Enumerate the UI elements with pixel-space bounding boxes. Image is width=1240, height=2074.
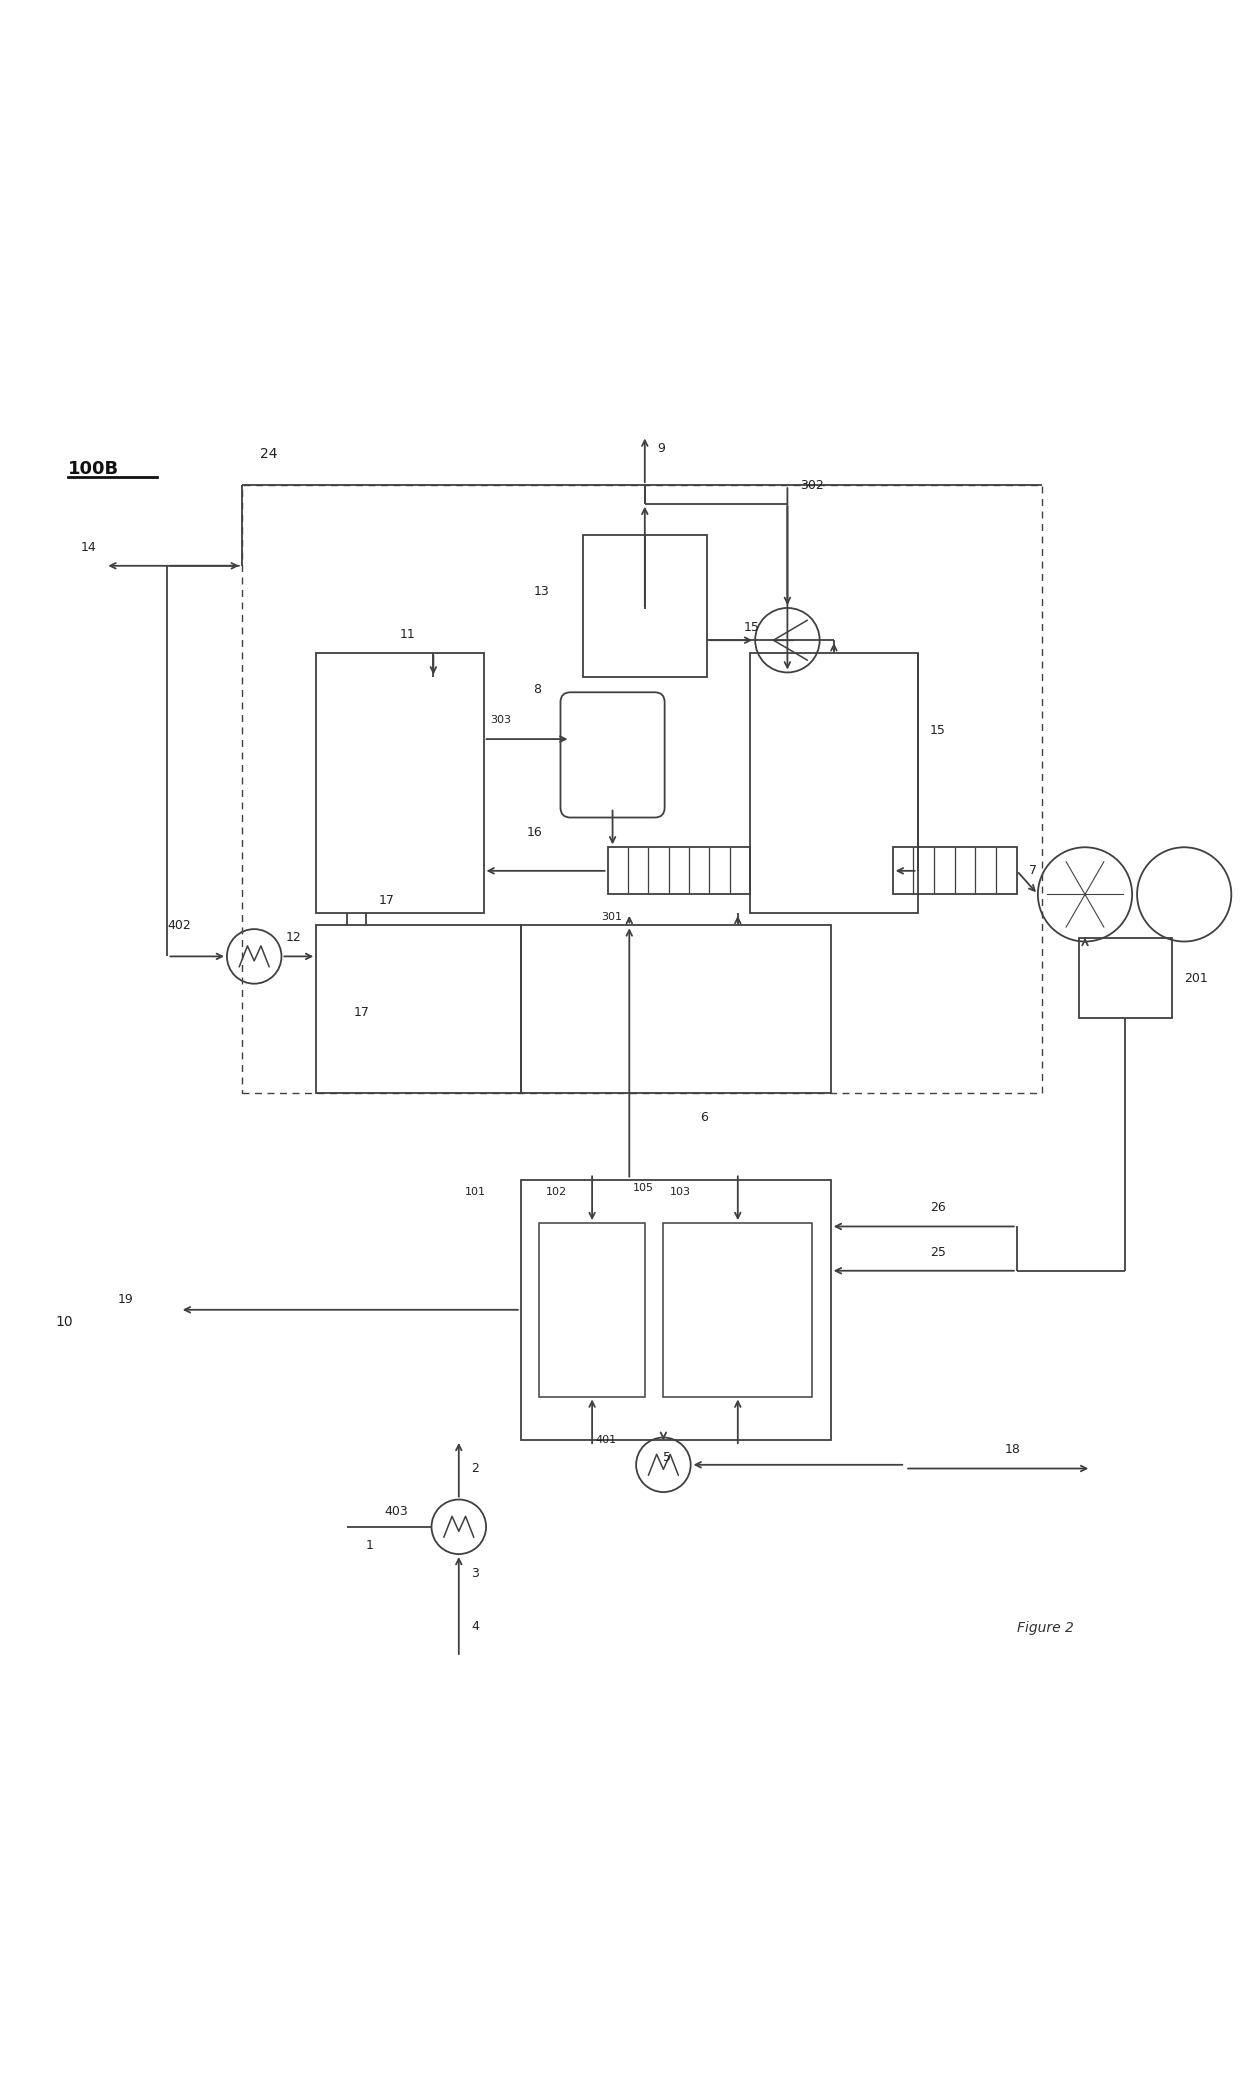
Bar — [608, 848, 750, 894]
Bar — [663, 1224, 812, 1396]
Text: 16: 16 — [527, 825, 543, 838]
Bar — [1079, 937, 1172, 1018]
Text: Figure 2: Figure 2 — [1017, 1620, 1074, 1634]
Bar — [521, 925, 831, 1093]
Text: 24: 24 — [260, 448, 278, 460]
Text: 14: 14 — [81, 541, 97, 554]
Text: 25: 25 — [930, 1246, 946, 1259]
Text: 100B: 100B — [68, 460, 119, 479]
Text: 101: 101 — [465, 1186, 486, 1197]
Text: 26: 26 — [930, 1201, 946, 1215]
Text: 17: 17 — [379, 894, 394, 906]
Text: 6: 6 — [701, 1112, 708, 1124]
Text: 17: 17 — [353, 1006, 370, 1018]
Bar — [539, 1224, 645, 1396]
Text: 103: 103 — [670, 1186, 691, 1197]
Text: 5: 5 — [663, 1452, 671, 1464]
Text: 7: 7 — [1029, 865, 1037, 877]
Text: 401: 401 — [595, 1435, 616, 1446]
Text: 1: 1 — [366, 1539, 373, 1551]
Text: 105: 105 — [632, 1184, 653, 1193]
Bar — [893, 848, 1017, 894]
Text: 8: 8 — [533, 682, 541, 697]
Text: 13: 13 — [533, 585, 549, 597]
Text: 12: 12 — [285, 931, 301, 944]
Text: 201: 201 — [1184, 971, 1208, 985]
Text: 102: 102 — [546, 1186, 567, 1197]
Text: 302: 302 — [800, 479, 823, 492]
Bar — [583, 535, 707, 678]
Text: 11: 11 — [399, 628, 415, 641]
Text: 301: 301 — [601, 913, 622, 921]
Text: 2: 2 — [471, 1462, 479, 1475]
Bar — [521, 1180, 831, 1439]
Text: 402: 402 — [167, 919, 191, 931]
Bar — [316, 925, 521, 1093]
Text: 19: 19 — [118, 1294, 134, 1307]
Text: 303: 303 — [490, 716, 511, 726]
Text: 18: 18 — [1004, 1444, 1021, 1456]
Text: 9: 9 — [657, 442, 665, 454]
Bar — [316, 653, 484, 913]
Bar — [750, 653, 918, 913]
Text: 15: 15 — [930, 724, 946, 736]
Bar — [242, 485, 1042, 1093]
Text: 4: 4 — [471, 1620, 479, 1632]
Text: 403: 403 — [384, 1506, 408, 1518]
Text: 15: 15 — [744, 622, 760, 635]
Text: 3: 3 — [471, 1568, 479, 1580]
Text: 10: 10 — [56, 1315, 73, 1329]
